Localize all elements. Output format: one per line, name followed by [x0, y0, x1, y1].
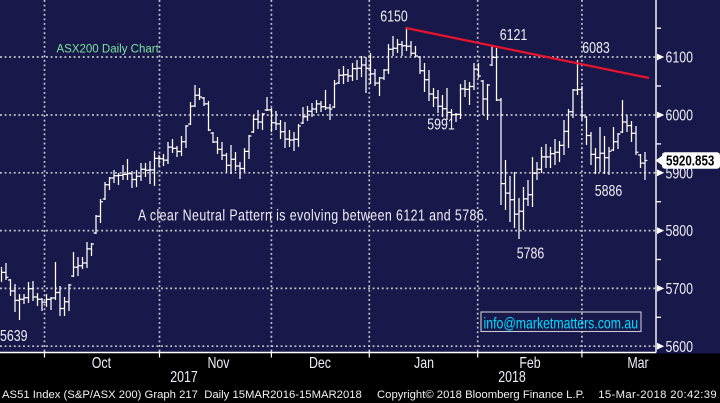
- svg-text:5700: 5700: [666, 281, 694, 299]
- svg-text:6150: 6150: [380, 8, 408, 26]
- svg-text:Feb: Feb: [519, 355, 540, 373]
- svg-text:Copyright© 2018 Bloomberg Fina: Copyright© 2018 Bloomberg Finance L.P.: [377, 389, 585, 401]
- svg-text:5920.853: 5920.853: [666, 152, 714, 169]
- svg-text:Oct: Oct: [92, 355, 111, 373]
- svg-text:5991: 5991: [427, 116, 455, 134]
- svg-text:info@marketmatters.com.au: info@marketmatters.com.au: [484, 314, 639, 332]
- svg-text:15-Mar-2018 20:42:39: 15-Mar-2018 20:42:39: [598, 389, 717, 401]
- svg-text:ASX200 Daily Chart: ASX200 Daily Chart: [57, 44, 160, 56]
- svg-text:Dec: Dec: [309, 355, 331, 373]
- svg-text:6121: 6121: [500, 27, 528, 45]
- svg-text:Mar: Mar: [627, 355, 649, 373]
- svg-text:5639: 5639: [0, 328, 28, 346]
- svg-text:6100: 6100: [666, 49, 694, 67]
- svg-text:5600: 5600: [666, 338, 694, 356]
- svg-text:AS51 Index (S&P/ASX 200) Graph: AS51 Index (S&P/ASX 200) Graph 217 Daily…: [2, 389, 362, 401]
- svg-text:5786: 5786: [517, 245, 545, 263]
- svg-text:2017: 2017: [170, 369, 198, 387]
- svg-text:6000: 6000: [666, 107, 694, 125]
- svg-text:5886: 5886: [595, 183, 623, 201]
- svg-text:2018: 2018: [498, 369, 526, 387]
- svg-text:5800: 5800: [666, 223, 694, 241]
- svg-text:6083: 6083: [582, 39, 610, 57]
- svg-text:Jan: Jan: [414, 355, 434, 373]
- svg-text:Nov: Nov: [207, 355, 230, 373]
- svg-text:5900: 5900: [666, 165, 694, 183]
- svg-text:A clear Neutral Pattern is evo: A clear Neutral Pattern is evolving betw…: [138, 207, 488, 225]
